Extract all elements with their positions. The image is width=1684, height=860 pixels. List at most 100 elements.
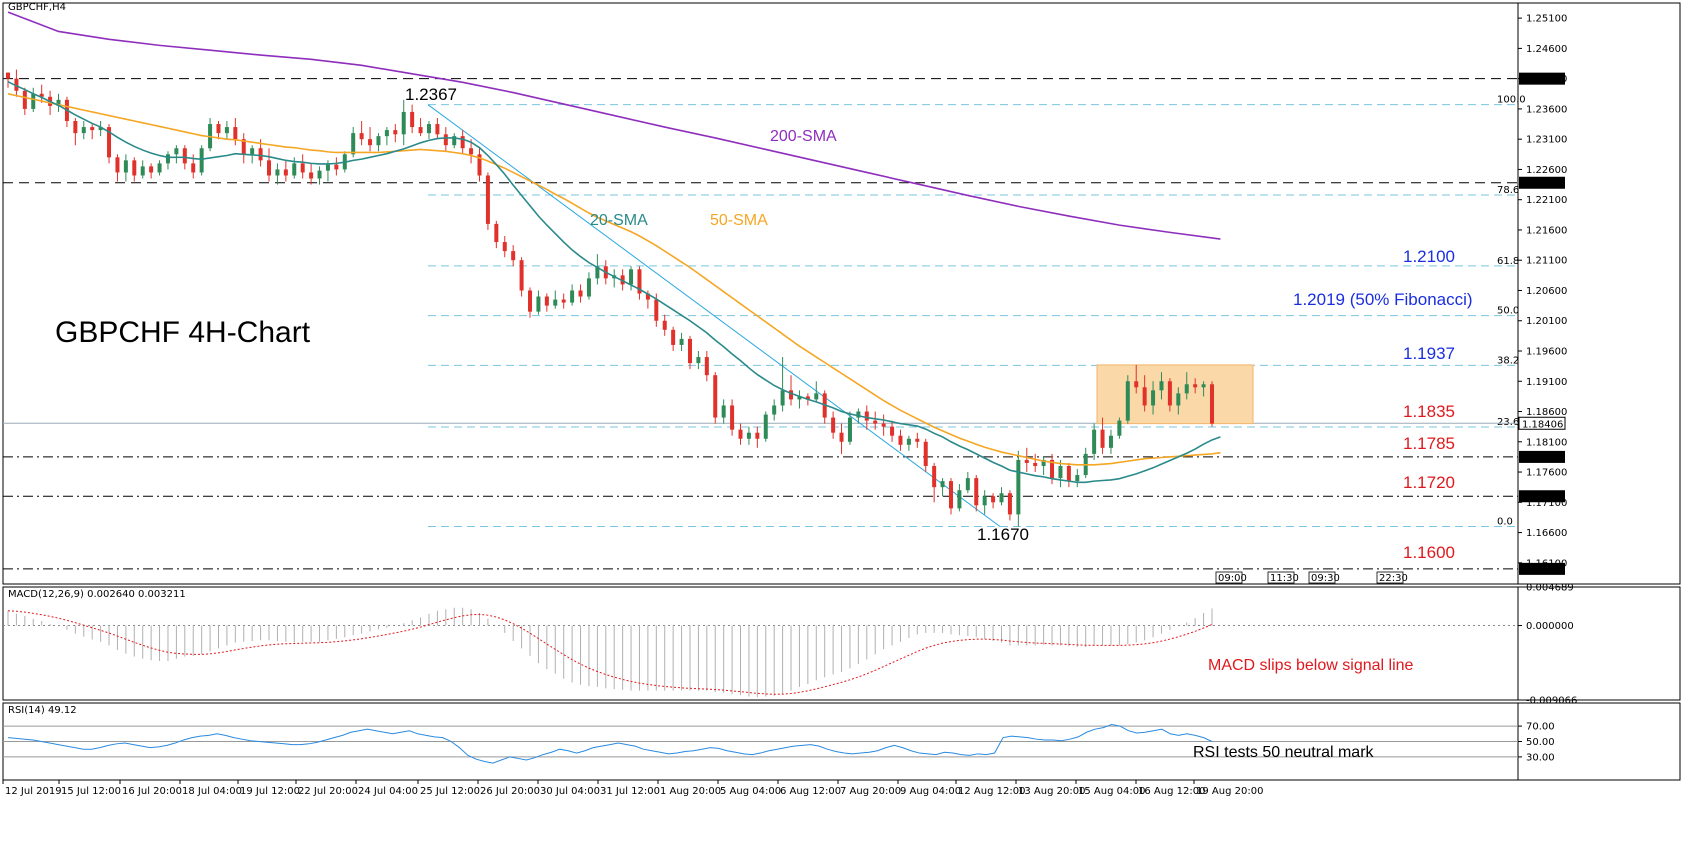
candle-body — [426, 124, 431, 134]
candle-body — [1134, 381, 1139, 388]
candle-body — [368, 139, 373, 146]
current-price-label: 1.18406 — [1522, 419, 1563, 430]
candle-body — [940, 481, 945, 488]
candle-body — [115, 157, 120, 173]
price-tick-label: 1.24600 — [1526, 44, 1567, 55]
time-tick-label: 12 Jul 2019 — [5, 786, 62, 797]
session-label: 11:30 — [1270, 573, 1299, 584]
price-pane: 1.25100 1.24600 1.24100 1.23600 1.23100 1.226… — [2, 2, 1681, 585]
time-tick-label: 19 Jul 12:00 — [240, 786, 300, 797]
time-tick-label: 6 Aug 12:00 — [780, 786, 841, 797]
candle-body — [275, 169, 280, 176]
time-tick-label: 18 Jul 04:00 — [182, 786, 242, 797]
candle-body — [932, 465, 937, 488]
rsi-label: RSI(14) 49.12 — [8, 705, 77, 716]
candle-body — [267, 160, 272, 176]
candle-body — [839, 432, 844, 442]
price-tick-label: 1.18600 — [1526, 407, 1567, 418]
candle-body — [1151, 390, 1156, 406]
sma20-label: 20-SMA — [590, 212, 648, 229]
candle-body — [1184, 384, 1189, 394]
candle-body — [1041, 459, 1046, 466]
candle-body — [132, 160, 137, 176]
candle-body — [645, 293, 650, 300]
candle-body — [1125, 381, 1130, 421]
candle-body — [586, 278, 591, 297]
candle-body — [300, 163, 305, 173]
candle-body — [1033, 462, 1038, 466]
candle-body — [250, 148, 255, 155]
candle-body — [325, 164, 330, 171]
time-tick-label: 16 Jul 20:00 — [122, 786, 182, 797]
price-marker-label: 1.17200 — [1522, 492, 1563, 503]
candle-body — [536, 296, 541, 312]
rsi-pane: 70.00 50.00 30.00 RSI(14) 49.12 RSI tests 50… — [2, 702, 1681, 781]
candle-body — [1176, 393, 1181, 406]
candle-body — [595, 266, 600, 279]
candle-body — [831, 417, 836, 433]
candle-body — [502, 242, 507, 252]
candle-body — [948, 481, 953, 509]
candle-body — [965, 478, 970, 491]
session-label: 09:00 — [1218, 573, 1247, 584]
candle-body — [199, 148, 204, 173]
candle-body — [763, 414, 768, 439]
sma200-line — [7, 11, 1221, 240]
candle-body — [789, 390, 794, 400]
time-tick-label: 15 Jul 12:00 — [61, 786, 121, 797]
candle-body — [334, 164, 339, 170]
current-price-box — [1518, 416, 1566, 430]
candle-body — [165, 154, 170, 164]
candle-body — [864, 411, 869, 421]
time-tick-label: 22 Jul 20:00 — [298, 786, 358, 797]
candle-body — [1075, 475, 1080, 482]
candle-body — [629, 269, 634, 285]
candle-body — [241, 139, 246, 155]
candle-body — [14, 78, 19, 91]
rsi-line — [7, 724, 1213, 764]
candle-body — [1159, 381, 1164, 391]
candle-body — [384, 130, 389, 137]
time-tick-label: 31 Jul 12:00 — [600, 786, 660, 797]
candle-body — [746, 432, 751, 439]
candle-body — [578, 290, 583, 297]
macd-note: MACD slips below signal line — [1208, 657, 1414, 674]
candle-body — [31, 93, 36, 109]
candle-body — [780, 390, 785, 406]
time-tick-label: 12 Aug 12:00 — [958, 786, 1025, 797]
price-tick-label: 1.20600 — [1526, 286, 1567, 297]
candle-body — [351, 133, 356, 155]
candle-body — [553, 299, 558, 306]
macd-pane: 0.004689 0.000000 -0.009066 MACD(12,26,9) 0… — [2, 583, 1681, 707]
candle-body — [957, 490, 962, 509]
candle-body — [140, 166, 145, 176]
candle-body — [157, 163, 162, 173]
candle-body — [856, 411, 861, 418]
fibonacci-level-label: 0.0 — [1497, 517, 1513, 528]
candle-body — [991, 496, 996, 503]
candle-body — [1016, 459, 1021, 515]
macd-label: MACD(12,26,9) 0.002640 0.003211 — [8, 589, 186, 600]
price-tick-label: 1.20100 — [1526, 316, 1567, 327]
candle-body — [494, 223, 499, 243]
candle-body — [401, 111, 406, 135]
candle-body — [98, 127, 103, 131]
candle-body — [847, 417, 852, 442]
candle-body — [477, 154, 482, 176]
candle-body — [898, 435, 903, 445]
candle-body — [881, 423, 886, 427]
sma200-label: 200-SMA — [770, 128, 837, 145]
consolidation-range-box — [1096, 364, 1254, 425]
candle-body — [174, 148, 179, 155]
fibonacci-level-label: 100.0 — [1497, 95, 1526, 106]
candle-body — [1024, 459, 1029, 463]
rsi-note: RSI tests 50 neutral mark — [1193, 744, 1375, 761]
macd-tick-label: 0.004689 — [1526, 583, 1574, 594]
candle-body — [224, 127, 229, 134]
sma20-line — [7, 80, 1221, 484]
candle-body — [528, 290, 533, 312]
candle-body — [81, 127, 86, 134]
price-tick-label: 1.25100 — [1526, 14, 1567, 25]
candle-body — [923, 441, 928, 466]
